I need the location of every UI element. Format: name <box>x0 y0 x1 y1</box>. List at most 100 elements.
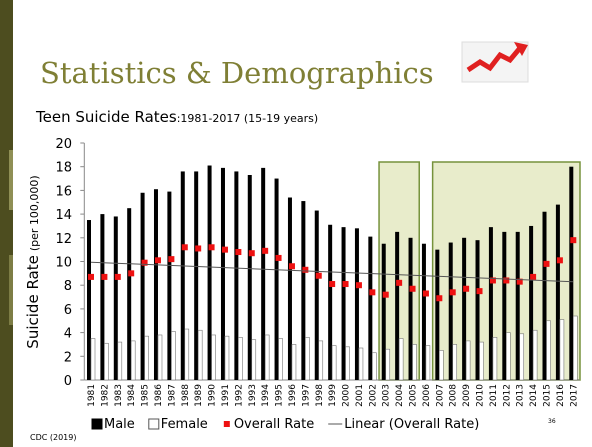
x-tick-label: 1996 <box>288 384 298 407</box>
marker <box>154 257 161 264</box>
marker <box>422 290 429 297</box>
side-stripe <box>9 255 13 325</box>
bar <box>475 240 480 380</box>
bar <box>492 337 498 381</box>
marker <box>208 244 215 251</box>
bar <box>358 347 364 381</box>
bar <box>331 345 337 381</box>
bar <box>318 340 324 381</box>
bar <box>529 225 534 380</box>
bar <box>573 315 578 381</box>
x-tick-label: 1986 <box>154 384 164 407</box>
x-tick-label: 1981 <box>87 384 97 407</box>
marker <box>329 281 336 288</box>
bar <box>238 337 243 381</box>
y-tick-label: 8 <box>64 279 72 294</box>
bar <box>167 191 172 380</box>
marker <box>275 254 282 261</box>
bar <box>220 167 225 380</box>
bar <box>569 166 574 380</box>
x-tick-label: 2011 <box>489 384 499 407</box>
legend-swatch <box>91 418 103 430</box>
bar <box>130 340 136 381</box>
marker <box>181 244 188 251</box>
bar <box>247 174 252 380</box>
marker <box>355 282 362 289</box>
x-tick-label: 1999 <box>328 384 338 407</box>
slide-number: 36 <box>548 418 556 425</box>
legend-swatch <box>223 421 230 427</box>
bar <box>287 197 292 380</box>
bar <box>144 335 149 381</box>
x-tick-label: 1993 <box>248 384 258 407</box>
bar <box>502 231 507 380</box>
bar <box>372 352 377 381</box>
marker <box>382 291 389 298</box>
bar <box>184 328 190 381</box>
chart-title: Teen Suicide Rates:1981-2017 (15-19 year… <box>35 108 318 126</box>
x-tick-label: 2002 <box>368 384 378 407</box>
legend-label: Overall Rate <box>234 417 314 432</box>
marker <box>530 273 537 280</box>
marker <box>128 270 135 277</box>
bar <box>398 338 404 381</box>
x-tick-label: 1997 <box>301 384 311 407</box>
bar <box>180 171 185 380</box>
chart-subtitle: :1981-2017 (15-19 years) <box>177 112 318 125</box>
bar <box>425 345 431 381</box>
x-tick-label: 1991 <box>221 384 231 407</box>
bar <box>448 242 453 380</box>
y-tick-label: 2 <box>64 350 72 365</box>
marker <box>556 257 563 264</box>
y-label-unit: (per 100,000) <box>28 175 41 251</box>
x-tick-label: 2000 <box>342 384 352 407</box>
bar <box>368 236 373 380</box>
x-tick-label: 2016 <box>556 384 566 407</box>
bar <box>542 211 547 380</box>
marker <box>570 237 577 244</box>
bar <box>395 231 400 380</box>
marker <box>503 277 510 284</box>
bar <box>274 178 279 380</box>
x-tick-label: 1983 <box>114 384 124 407</box>
trend-icon <box>461 41 529 83</box>
bar <box>408 237 413 380</box>
legend-label: Female <box>161 417 208 432</box>
y-tick-label: 14 <box>55 208 72 223</box>
x-tick-label: 2001 <box>355 384 365 407</box>
bar <box>354 228 359 380</box>
bar <box>224 335 230 381</box>
bar <box>488 227 493 380</box>
marker <box>449 289 456 296</box>
side-bar <box>0 0 13 447</box>
marker <box>543 260 550 267</box>
bar <box>127 208 132 380</box>
marker <box>315 272 322 279</box>
x-tick-label: 2004 <box>395 384 405 407</box>
bar <box>381 243 386 380</box>
x-tick-label: 1998 <box>315 384 325 407</box>
marker <box>489 277 496 284</box>
x-tick-label: 2010 <box>476 384 486 407</box>
slide-title: Statistics & Demographics <box>40 56 434 90</box>
source: CDC (2019) <box>30 433 76 442</box>
y-label-main: Suicide Rate <box>24 255 42 349</box>
bar <box>328 224 333 380</box>
bar <box>251 339 257 381</box>
bar <box>555 204 560 380</box>
x-tick-label: 1984 <box>127 384 137 407</box>
y-tick-label: 4 <box>64 327 72 342</box>
bar <box>465 340 471 381</box>
bar <box>113 216 118 380</box>
bar <box>301 201 306 380</box>
marker <box>516 278 523 285</box>
x-tick-label: 2006 <box>422 384 432 407</box>
x-tick-label: 1994 <box>261 384 271 407</box>
y-tick-label: 18 <box>55 161 72 176</box>
x-tick-label: 1985 <box>141 384 151 407</box>
bar <box>197 329 203 381</box>
bar <box>305 337 310 381</box>
bar <box>261 167 266 380</box>
bar <box>291 344 297 381</box>
